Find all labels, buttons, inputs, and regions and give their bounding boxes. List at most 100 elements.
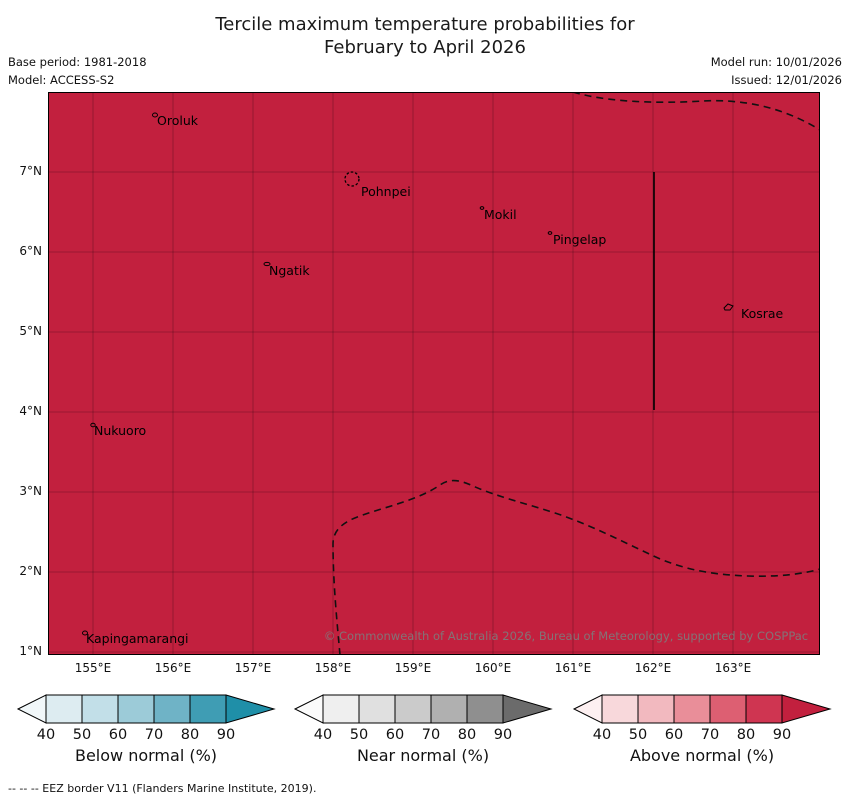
legend-tick-label: 60 (664, 727, 684, 743)
base-period-label: Base period: 1981-2018 (8, 55, 147, 69)
legend-cell (502, 694, 553, 724)
legend-tick-label: 70 (700, 727, 720, 743)
legend-tick-label: 70 (144, 727, 164, 743)
legend-ticks-above: 40 50 60 70 80 90 (572, 726, 832, 744)
legend-tick-label: 50 (72, 727, 92, 743)
map-background (48, 92, 820, 655)
legend-cell (601, 694, 639, 724)
eez-border-north (572, 92, 820, 131)
legend-tick-label: 80 (457, 727, 477, 743)
graticule (48, 92, 820, 655)
island-label-kapingamarangi: Kapingamarangi (86, 631, 189, 646)
island-label-oroluk: Oroluk (157, 113, 199, 128)
legend-cell (394, 694, 432, 724)
legend-cell (781, 694, 832, 724)
island-marker-pingelap (547, 231, 553, 235)
meta-right: Model run: 10/01/2026 Issued: 12/01/2026 (711, 54, 842, 90)
legend-cell (466, 694, 504, 724)
title-line-1: Tercile maximum temperature probabilitie… (215, 14, 635, 35)
legend-cell (81, 694, 119, 724)
legend-cell (709, 694, 747, 724)
island-label-ngatik: Ngatik (269, 263, 310, 278)
model-run-label: Model run: 10/01/2026 (710, 55, 842, 69)
legend-tick-label: 80 (736, 727, 756, 743)
legend-caption-near: Near normal (%) (356, 746, 490, 765)
island-marker-oroluk (152, 112, 158, 118)
legend-colorbar-above (572, 694, 832, 724)
legend-below-normal: 40 50 60 70 80 90 Below normal (%) (16, 694, 276, 765)
meta-left: Base period: 1981-2018 Model: ACCESS-S2 (8, 54, 147, 90)
lon-tick: 161°E (554, 661, 592, 675)
lat-tick: 4°N (19, 404, 42, 418)
legend-tick-label: 90 (216, 727, 236, 743)
legend-cell (358, 694, 396, 724)
legend-cell (637, 694, 675, 724)
eez-border-south (332, 479, 820, 655)
lon-tick: 162°E (634, 661, 672, 675)
legend-tick-label: 60 (385, 727, 405, 743)
lon-tick: 156°E (154, 661, 192, 675)
island-label-mokil: Mokil (484, 207, 517, 222)
lon-tick: 158°E (314, 661, 352, 675)
legend-cell (189, 694, 227, 724)
legend-tick-label: 90 (772, 727, 792, 743)
lon-tick: 160°E (474, 661, 512, 675)
legend-cell (225, 694, 276, 724)
issued-label: Issued: 12/01/2026 (731, 72, 842, 87)
legend-near-normal: 40 50 60 70 80 90 Near normal (%) (293, 694, 553, 765)
legend-tick-label: 40 (313, 727, 333, 743)
map-frame (48, 92, 820, 655)
copyright-text: © Commonwealth of Australia 2026, Bureau… (324, 629, 808, 643)
lat-tick: 1°N (19, 644, 42, 658)
page-title: Tercile maximum temperature probabilitie… (0, 13, 850, 60)
legend-tick-label: 80 (180, 727, 200, 743)
legend-cell (45, 694, 83, 724)
island-markers (82, 112, 734, 636)
island-marker-kapingamarangi (82, 630, 88, 636)
island-marker-pohnpei (344, 171, 360, 187)
lon-tick: 155°E (74, 661, 112, 675)
legend-cell (572, 694, 603, 724)
legend-cell (745, 694, 783, 724)
legend-caption-above: Above normal (%) (629, 746, 775, 765)
legend-caption-below: Below normal (%) (74, 746, 218, 765)
lat-tick: 6°N (19, 244, 42, 258)
legend-colorbar-below (16, 694, 276, 724)
lat-tick: 2°N (19, 564, 42, 578)
lat-tick: 7°N (19, 164, 42, 178)
legend-colorbar-near (293, 694, 553, 724)
legend-cell (322, 694, 360, 724)
legend-cell (16, 694, 47, 724)
legend-cell (117, 694, 155, 724)
legend-tick-label: 50 (349, 727, 369, 743)
title-line-2: February to April 2026 (324, 37, 526, 59)
probability-map: Oroluk Pohnpei Mokil Pingelap Ngatik Kos… (48, 92, 820, 655)
lon-tick: 157°E (234, 661, 272, 675)
legend-ticks-below: 40 50 60 70 80 90 (16, 726, 276, 744)
legend-above-normal: 40 50 60 70 80 90 Above normal (%) (572, 694, 832, 765)
legend-tick-label: 90 (493, 727, 513, 743)
island-marker-kosrae (723, 303, 734, 311)
island-label-pingelap: Pingelap (553, 232, 606, 247)
island-label-kosrae: Kosrae (741, 306, 784, 321)
island-marker-ngatik (263, 261, 271, 267)
legend-cell (430, 694, 468, 724)
island-marker-mokil (479, 206, 485, 210)
legend-cell (153, 694, 191, 724)
eez-footnote: -- -- -- EEZ border V11 (Flanders Marine… (8, 782, 317, 795)
legend-tick-label: 40 (36, 727, 56, 743)
island-marker-nukuoro (90, 422, 96, 428)
legend-ticks-near: 40 50 60 70 80 90 (293, 726, 553, 744)
legend-cell (673, 694, 711, 724)
legend-cell (293, 694, 324, 724)
lat-tick: 3°N (19, 484, 42, 498)
legend-tick-label: 70 (421, 727, 441, 743)
model-label: Model: ACCESS-S2 (8, 72, 115, 87)
island-label-pohnpei: Pohnpei (361, 184, 411, 199)
island-label-nukuoro: Nukuoro (94, 423, 146, 438)
legend-tick-label: 50 (628, 727, 648, 743)
legend-tick-label: 60 (108, 727, 128, 743)
legend-tick-label: 40 (592, 727, 612, 743)
lon-tick: 159°E (394, 661, 432, 675)
